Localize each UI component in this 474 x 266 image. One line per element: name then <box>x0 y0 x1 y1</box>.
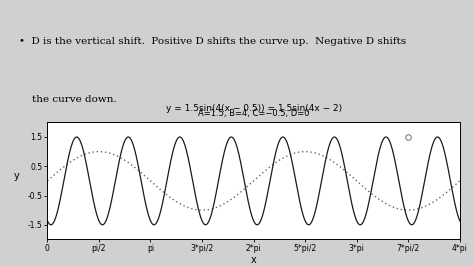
Text: •  D is the vertical shift.  Positive D shifts the curve up.  Negative D shifts: • D is the vertical shift. Positive D sh… <box>18 37 406 46</box>
Text: A=1.5, B=4, C=−0.5, D=0: A=1.5, B=4, C=−0.5, D=0 <box>198 109 310 118</box>
X-axis label: x: x <box>251 255 256 265</box>
Y-axis label: y: y <box>14 171 19 181</box>
Text: y = 1.5sin(4(x − 0.5)) = 1.5sin(4x − 2): y = 1.5sin(4(x − 0.5)) = 1.5sin(4x − 2) <box>165 104 342 113</box>
Text: the curve down.: the curve down. <box>18 94 116 103</box>
